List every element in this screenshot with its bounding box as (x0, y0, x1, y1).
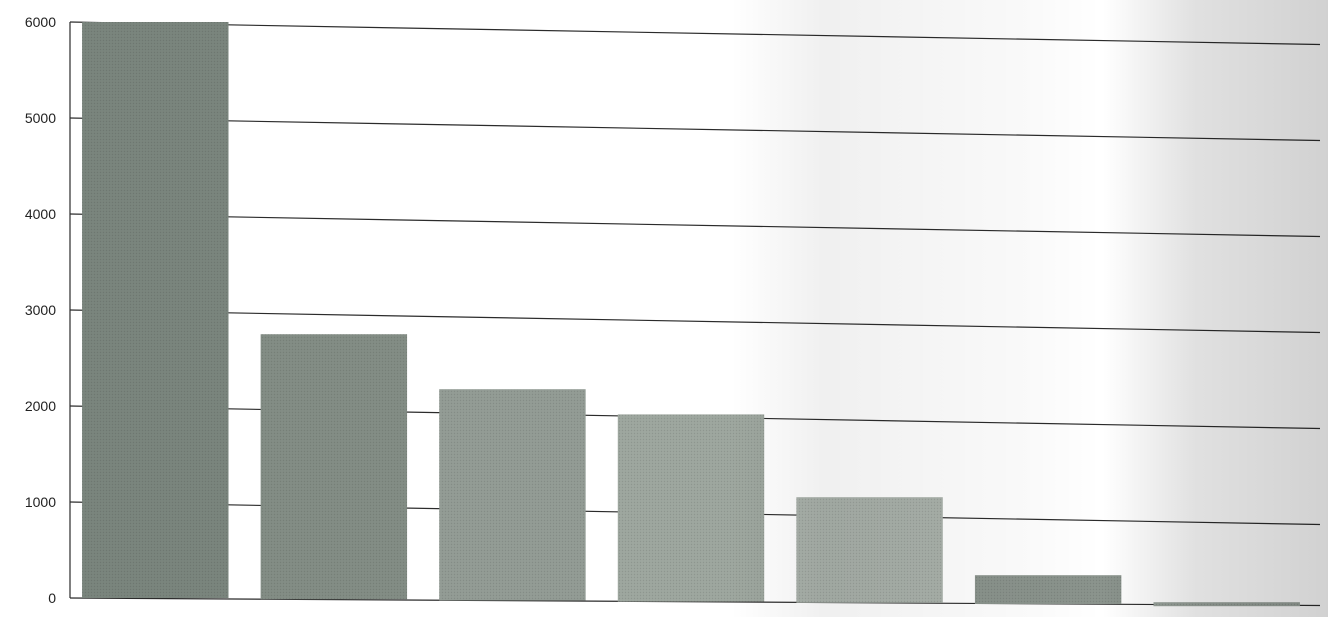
bar-texture (796, 497, 943, 603)
bar-texture (974, 575, 1122, 604)
y-tick-label: 5000 (25, 110, 56, 126)
y-tick-label: 1000 (25, 494, 56, 510)
gridline-5000 (69, 117, 1321, 142)
bar-texture (617, 414, 765, 602)
gridline-4000 (69, 213, 1321, 238)
bar-texture (439, 389, 586, 601)
bar-texture (1153, 602, 1300, 607)
y-tick-labels: 0 1000 2000 3000 4000 5000 6000 (25, 14, 56, 606)
gridline-3000 (69, 309, 1321, 334)
bar-texture (260, 334, 408, 600)
y-tick-label: 3000 (25, 302, 56, 318)
y-tick-label: 2000 (25, 398, 56, 414)
y-tick-label: 0 (48, 590, 56, 606)
gridline-6000 (69, 21, 1321, 46)
y-tick-label: 4000 (25, 206, 56, 222)
y-tick-label: 6000 (25, 14, 56, 30)
bar-texture (82, 22, 229, 598)
